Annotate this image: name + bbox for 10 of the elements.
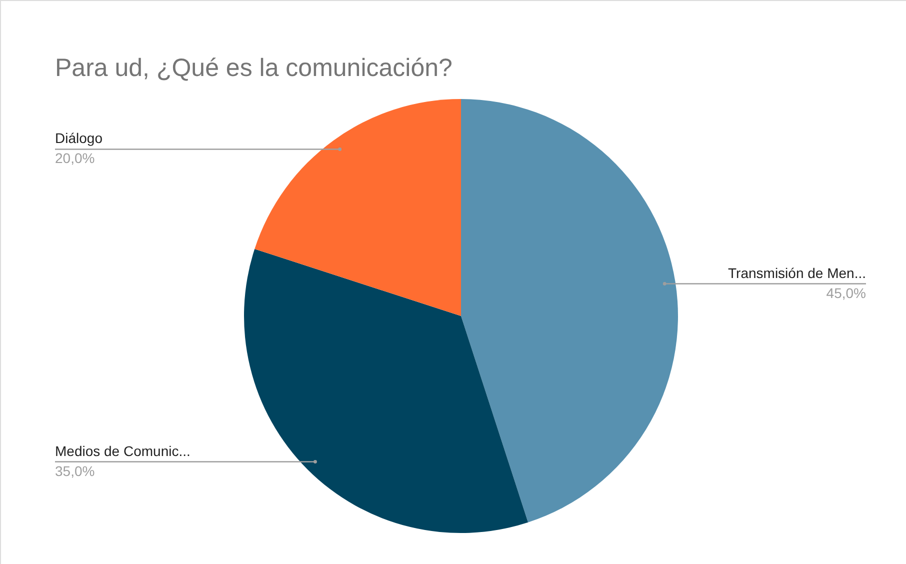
pie-slice (244, 248, 528, 533)
slice-label: Medios de Comunic... (55, 442, 190, 459)
data-label: 45,0% (826, 284, 866, 301)
slice-label: Diálogo (55, 130, 103, 146)
data-label: 35,0% (55, 462, 95, 479)
pie-slice (254, 99, 461, 316)
pie-slice (461, 99, 678, 522)
slice-label: Transmisión de Men... (728, 264, 866, 281)
chart-title: Para ud, ¿Qué es la comunicación? (55, 54, 452, 82)
data-label: 20,0% (55, 150, 95, 166)
